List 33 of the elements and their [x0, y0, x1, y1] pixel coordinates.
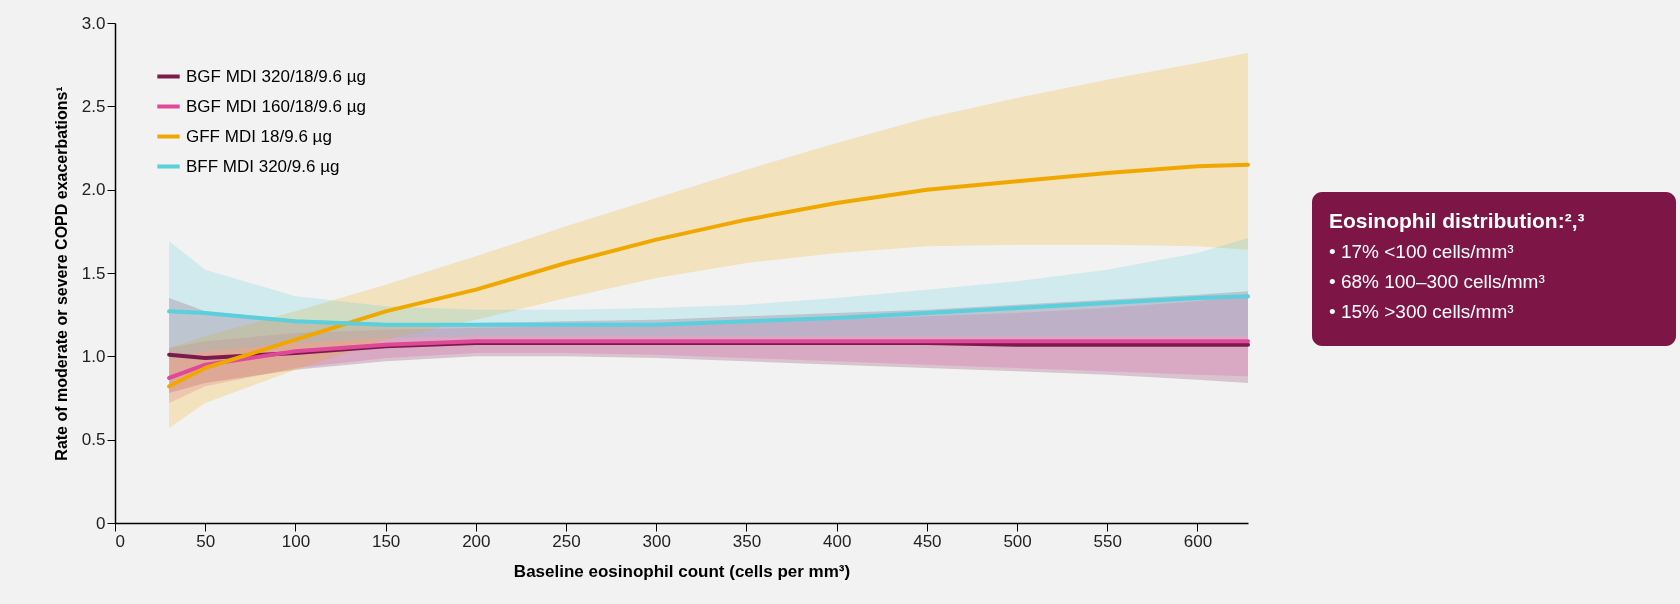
x-tick-label: 150 — [371, 531, 401, 551]
y-tick-label: 0.5 — [81, 430, 106, 450]
x-tick-label: 250 — [552, 531, 581, 551]
x-tick-label: 550 — [1093, 531, 1122, 551]
x-tick-label: 600 — [1183, 531, 1213, 551]
legend-label: BFF MDI 320/9.6 µg — [186, 156, 340, 176]
x-tick-label: 500 — [1003, 531, 1032, 551]
x-tick-label: 200 — [462, 531, 491, 551]
text: Eosinophil distribution:²,³ — [1329, 209, 1585, 232]
x-tick-label: 350 — [732, 531, 762, 551]
legend-label: GFF MDI 18/9.6 µg — [186, 126, 332, 146]
y-tick-label: 2.0 — [81, 180, 106, 200]
x-tick-label: 450 — [913, 531, 942, 551]
x-tick-label: 300 — [642, 531, 671, 551]
text: • 68% 100–300 cells/mm³ — [1329, 271, 1545, 292]
y-tick-label: 0 — [96, 513, 106, 533]
text: • 17% <100 cells/mm³ — [1329, 241, 1514, 262]
legend-label: BGF MDI 320/18/9.6 µg — [186, 66, 366, 86]
y-axis-title: Rate of moderate or severe COPD exacerbations¹ — [52, 86, 70, 461]
x-axis-title: Baseline eosinophil count (cells per mm³) — [513, 561, 851, 581]
y-tick-label: 1.0 — [81, 346, 106, 366]
x-tick-label: 400 — [822, 531, 852, 551]
line-series — [167, 294, 1250, 327]
line-series — [167, 339, 1250, 380]
x-tick-label: 50 — [196, 531, 216, 551]
x-tick-label: 0 — [115, 531, 125, 551]
legend-label: BGF MDI 160/18/9.6 µg — [186, 96, 366, 116]
y-tick-label: 2.5 — [81, 96, 106, 116]
x-tick-label: 100 — [281, 531, 311, 551]
text: • 15% >300 cells/mm³ — [1329, 301, 1514, 322]
y-tick-label: 3.0 — [81, 13, 106, 33]
y-tick-label: 1.5 — [81, 263, 106, 283]
line-series — [167, 162, 1250, 389]
